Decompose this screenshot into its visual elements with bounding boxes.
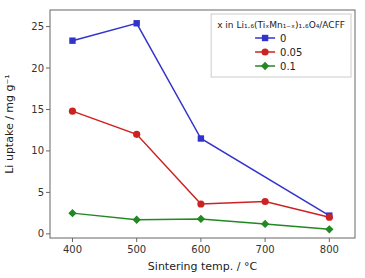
data-point	[325, 225, 333, 233]
y-tick	[46, 68, 50, 69]
legend-box	[211, 14, 351, 77]
data-point	[197, 215, 205, 223]
y-tick-label: 20	[31, 63, 44, 74]
y-axis-label: Li uptake / mg g⁻¹	[3, 74, 16, 174]
x-tick	[136, 238, 137, 242]
data-point	[133, 216, 141, 224]
data-point	[69, 37, 75, 43]
legend-label: 0	[280, 33, 286, 44]
x-tick	[200, 238, 201, 242]
legend-marker	[262, 35, 268, 41]
legend-label: 0.05	[280, 47, 302, 58]
data-point	[261, 220, 269, 228]
plot-frame	[50, 10, 355, 238]
x-tick-label: 700	[256, 244, 275, 255]
x-tick-label: 600	[191, 244, 210, 255]
data-point	[198, 135, 204, 141]
data-point	[68, 209, 76, 217]
legend-label: 0.1	[280, 61, 296, 72]
data-point	[69, 108, 76, 115]
legend: x in Li₁.₆(TiₓMn₁₋ₓ)₁.₆O₄/ACFF 0 0.05 0.1	[211, 14, 351, 77]
series-line	[72, 111, 329, 217]
data-point	[133, 20, 139, 26]
y-tick	[46, 26, 50, 27]
series-line	[72, 23, 329, 215]
x-tick	[329, 238, 330, 242]
y-tick	[46, 109, 50, 110]
y-tick-label: 25	[31, 21, 44, 32]
data-point	[133, 131, 140, 138]
y-tick-label: 15	[31, 104, 44, 115]
y-tick-label: 10	[31, 145, 44, 156]
plot-data	[68, 20, 333, 233]
x-tick	[265, 238, 266, 242]
x-axis-label: Sintering temp. / °C	[148, 260, 258, 273]
y-tick	[46, 150, 50, 151]
y-tick	[46, 233, 50, 234]
data-point	[326, 214, 333, 221]
legend-marker	[261, 48, 268, 55]
data-point	[262, 198, 269, 205]
x-tick-label: 500	[127, 244, 146, 255]
legend-marker	[261, 62, 269, 70]
data-point	[197, 200, 204, 207]
chart: 400 500 600 700 800 0 5 10 15 20 25 Sintering temp.…	[0, 0, 365, 278]
x-tick-label: 800	[320, 244, 339, 255]
x-tick-label: 400	[63, 244, 82, 255]
y-tick	[46, 192, 50, 193]
y-tick-label: 5	[38, 187, 44, 198]
x-tick	[72, 238, 73, 242]
series-line	[72, 213, 329, 229]
y-tick-label: 0	[38, 228, 44, 239]
legend-title: x in Li₁.₆(TiₓMn₁₋ₓ)₁.₆O₄/ACFF	[217, 20, 345, 30]
